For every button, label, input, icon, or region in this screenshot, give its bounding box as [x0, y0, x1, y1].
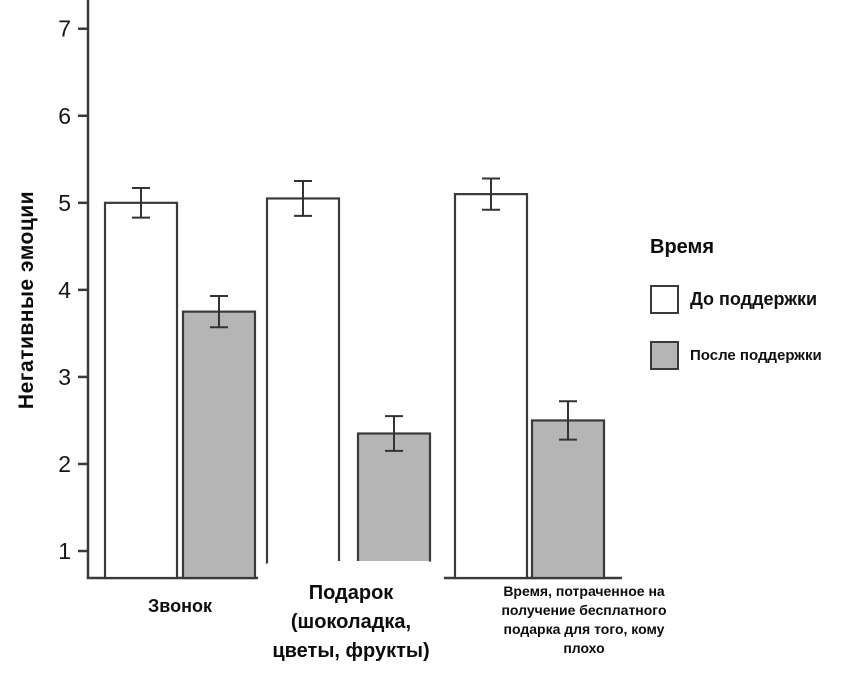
bar-series1-group2 — [530, 419, 606, 580]
bar-series0-group1 — [265, 197, 341, 580]
x-category-label-call: Звонок — [148, 596, 212, 616]
bar-series1-group0 — [181, 310, 257, 580]
bar-series0-group0 — [103, 201, 179, 580]
bar-series1-group1 — [356, 432, 432, 580]
bar-series0-group2 — [453, 193, 529, 580]
y-axis-tick-label: 1 — [58, 538, 71, 564]
legend-label-before-support: До поддержки — [690, 289, 818, 309]
legend: Время До поддержки После поддержки — [650, 236, 822, 397]
x-category-label-time-spent: Время, потраченное на получение бесплатн… — [501, 583, 667, 656]
y-axis-title: Негативные эмоции — [15, 190, 38, 410]
y-axis-tick-label: 4 — [58, 277, 71, 303]
legend-title: Время — [650, 236, 714, 258]
legend-swatch-after-support — [650, 341, 679, 370]
y-axis-tick-label: 2 — [58, 451, 71, 477]
y-axis-tick-label: 7 — [58, 16, 71, 42]
y-axis-tick-label: 3 — [58, 364, 71, 390]
legend-swatch-before-support — [650, 285, 679, 314]
y-axis-tick-label: 5 — [58, 190, 71, 216]
x-category-label-gift: Подарок (шоколадка, цветы, фрукты) — [258, 561, 444, 677]
legend-item-after-support: После поддержки — [650, 341, 822, 370]
legend-item-before-support: До поддержки — [650, 285, 822, 314]
legend-label-after-support: После поддержки — [690, 347, 822, 364]
y-axis-tick-label: 6 — [58, 103, 71, 129]
